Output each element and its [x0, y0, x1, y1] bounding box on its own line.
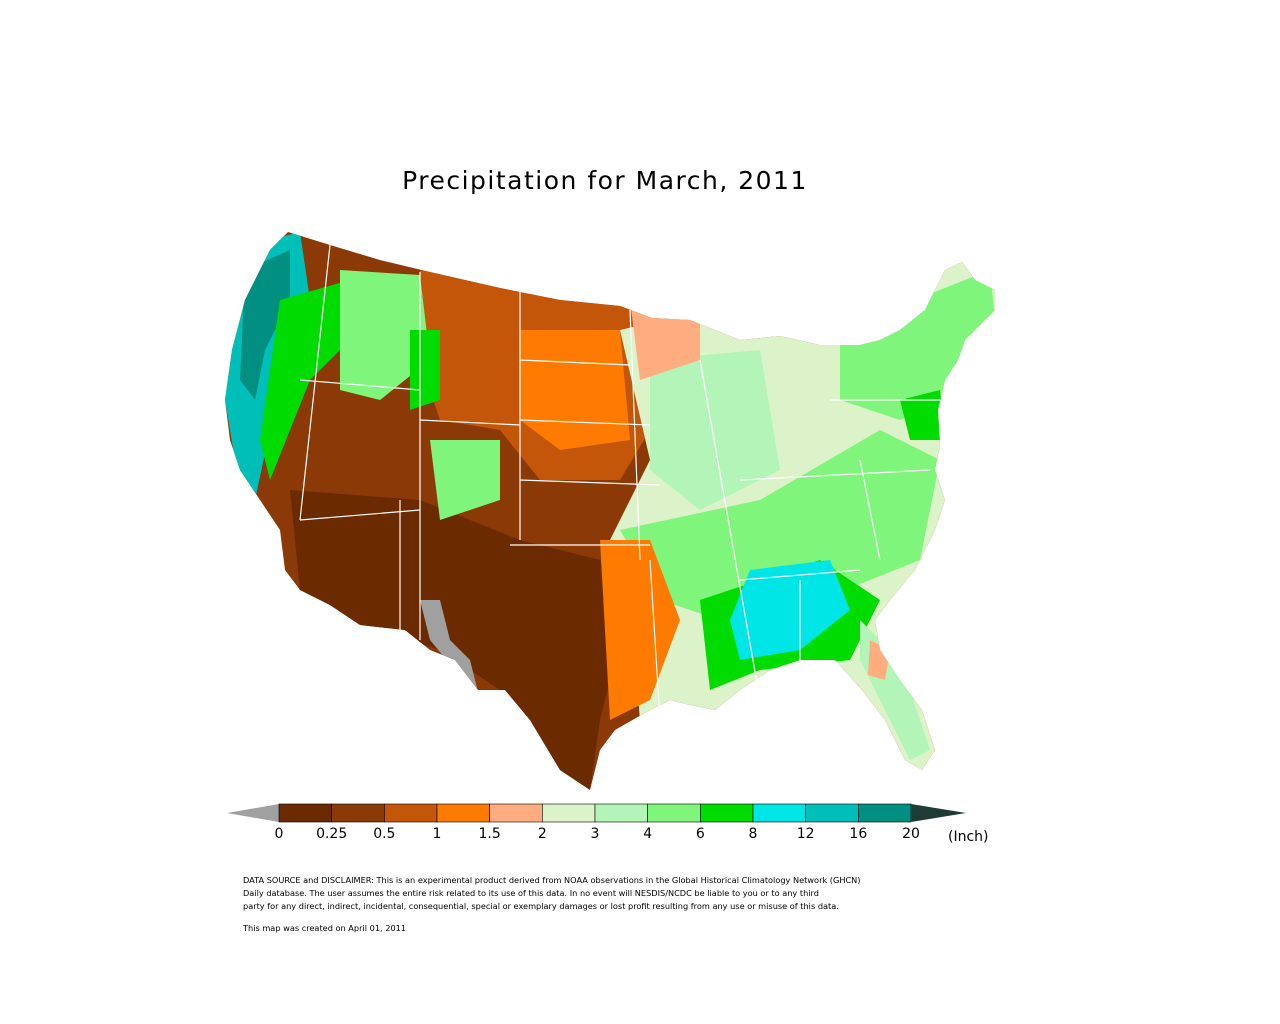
legend-color-box	[594, 803, 648, 823]
disclaimer: DATA SOURCE and DISCLAIMER: This is an e…	[243, 874, 963, 913]
legend-tick-label: 8	[748, 826, 758, 842]
legend-tick-label: 0	[274, 826, 284, 842]
legend-color-box	[542, 803, 596, 823]
legend-tick-label: 2	[537, 826, 547, 842]
disclaimer-line: Daily database. The user assumes the ent…	[243, 888, 819, 898]
legend-tick-label: 0.5	[373, 826, 396, 842]
legend-color-box	[700, 803, 754, 823]
legend-tick-label: 20	[902, 826, 920, 842]
legend-color-box	[858, 803, 912, 823]
legend-color-box	[331, 803, 385, 823]
legend-color-box	[384, 803, 438, 823]
legend-tick-label: 16	[849, 826, 868, 842]
legend-color-box	[436, 803, 490, 823]
state-borders	[299, 244, 940, 721]
legend-tick-label: 1	[432, 826, 442, 842]
legend-color-box	[647, 803, 701, 823]
legend-color-box	[489, 803, 543, 823]
legend-tick-label: 3	[590, 826, 600, 842]
legend-tick-label: 0.25	[316, 826, 348, 842]
map-title: Precipitation for March, 2011	[402, 166, 808, 195]
disclaimer-line: DATA SOURCE and DISCLAIMER: This is an e…	[243, 875, 861, 885]
legend-tick-label: 1.5	[478, 826, 501, 842]
legend-color-box	[752, 803, 806, 823]
created-date: This map was created on April 01, 2011	[243, 923, 407, 933]
legend-tick-label: 6	[695, 826, 705, 842]
legend-color-box	[278, 803, 332, 823]
legend-below-min-arrow	[227, 804, 279, 822]
legend-unit-label: (Inch)	[948, 829, 989, 845]
legend-tick-label: 12	[796, 826, 815, 842]
legend-color-box	[805, 803, 859, 823]
legend-tick-label: 4	[643, 826, 653, 842]
disclaimer-line: party for any direct, indirect, incident…	[243, 901, 839, 911]
legend-above-max-arrow	[911, 804, 966, 822]
